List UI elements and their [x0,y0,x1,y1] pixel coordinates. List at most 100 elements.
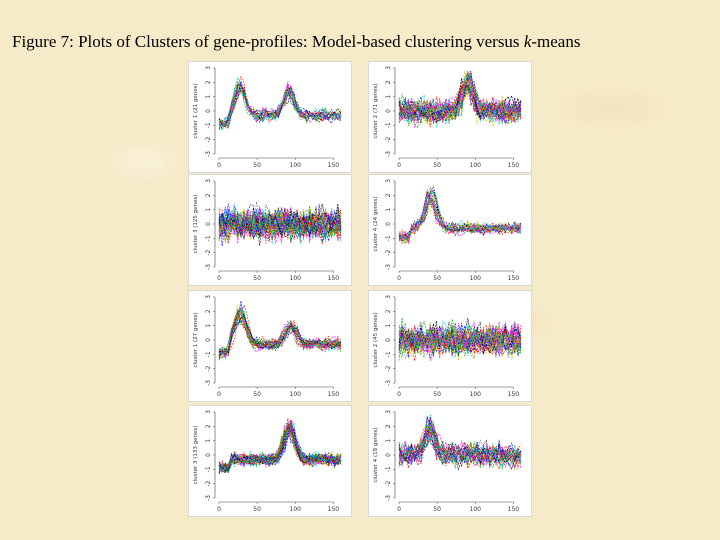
series-line [398,432,522,466]
y-tick-label: -3 [205,151,212,157]
series-line [398,416,522,470]
series-line [218,207,342,240]
series-line [398,196,522,242]
y-tick-label: -1 [385,235,392,241]
series-line [398,320,522,357]
x-tick-label: 150 [508,275,520,282]
y-tick-label: 0 [385,222,392,226]
panel-right-4: -3 -2 -1 0 1 2 3 0 50 100 150 cluster 4 (18 genes) [368,405,532,517]
series-line [218,309,342,359]
x-tick-label: 50 [253,391,261,398]
series-line [398,325,522,354]
x-tick-label: 150 [328,506,340,513]
y-tick-label: -2 [205,480,212,486]
series-line [218,210,342,238]
series-line [218,205,342,239]
x-tick-label: 150 [508,506,520,513]
panel-right-3: -3 -2 -1 0 1 2 3 0 50 100 150 cluster 2 (45 genes) [368,290,532,402]
y-tick-label: -1 [385,351,392,357]
y-axis-label: cluster 3 (133 genes) [193,426,199,485]
x-tick-label: 100 [290,391,302,398]
x-tick-label: 50 [433,162,441,169]
x-tick-label: 100 [470,391,482,398]
series-line [218,309,342,360]
y-tick-label: 0 [385,453,392,457]
y-tick-label: -3 [385,264,392,270]
y-tick-label: 1 [205,439,212,443]
y-tick-label: 1 [205,208,212,212]
panel-left-4: -3 -2 -1 0 1 2 3 0 50 100 150 cluster 3 (133 genes) [188,405,352,517]
y-tick-label: 0 [205,109,212,113]
y-tick-label: -3 [205,264,212,270]
y-axis-label: cluster 3 (125 genes) [193,195,199,254]
y-tick-label: -2 [205,136,212,142]
series-line [398,322,522,361]
y-tick-label: 0 [385,109,392,113]
panel-left-3: -3 -2 -1 0 1 2 3 0 50 100 150 cluster 1 (27 genes) [188,290,352,402]
series-line [218,209,342,237]
y-tick-label: 3 [205,179,212,183]
y-tick-label: 3 [385,66,392,70]
y-tick-label: -1 [385,466,392,472]
series-line [218,311,342,358]
x-tick-label: 150 [328,391,340,398]
y-axis-label: cluster 1 (27 genes) [193,312,199,367]
y-tick-label: 2 [385,424,392,428]
series-line [218,90,342,129]
series-line [398,189,522,244]
series-line [218,210,342,239]
series-line [218,425,342,473]
y-tick-label: 2 [205,309,212,313]
series-line [218,424,342,473]
series-line [398,79,522,128]
x-tick-label: 100 [470,275,482,282]
series-line [398,321,522,355]
y-tick-label: 3 [385,410,392,414]
series-line [218,309,342,358]
series-line [398,73,522,123]
y-tick-label: 1 [385,95,392,99]
x-tick-label: 50 [253,506,261,513]
series-line [398,190,522,241]
x-tick-label: 50 [433,275,441,282]
y-tick-label: -1 [205,235,212,241]
series-line [218,211,342,245]
panel-left-2: -3 -2 -1 0 1 2 3 0 50 100 150 cluster 3 (125 genes) [188,174,352,286]
y-tick-label: 0 [205,338,212,342]
series-line [218,428,342,472]
series-line [398,197,522,239]
y-tick-label: 0 [205,453,212,457]
y-tick-label: -3 [205,495,212,501]
series-line [398,431,522,467]
series-line [398,324,522,355]
y-tick-label: 1 [205,95,212,99]
x-tick-label: 0 [397,506,401,513]
y-tick-label: 0 [205,222,212,226]
series-line [398,325,522,352]
y-tick-label: 1 [385,324,392,328]
y-tick-label: -2 [385,136,392,142]
y-tick-label: -2 [385,480,392,486]
y-tick-label: 2 [385,309,392,313]
series-line [218,419,342,472]
y-tick-label: -3 [385,380,392,386]
series-line [218,315,342,358]
x-tick-label: 50 [253,275,261,282]
series-line [398,192,522,241]
series-line [218,81,342,125]
x-tick-label: 50 [433,391,441,398]
series-line [218,207,342,241]
series-line [398,418,522,470]
series-line [398,197,522,241]
series-line [398,197,522,239]
series-line [398,191,522,241]
series-line [218,423,342,473]
series-line [398,70,522,124]
series-line [218,76,342,128]
series-line [218,86,342,132]
y-tick-label: -1 [205,466,212,472]
y-tick-label: 2 [205,193,212,197]
series-line [398,83,522,125]
series-line [398,79,522,123]
x-tick-label: 100 [290,275,302,282]
